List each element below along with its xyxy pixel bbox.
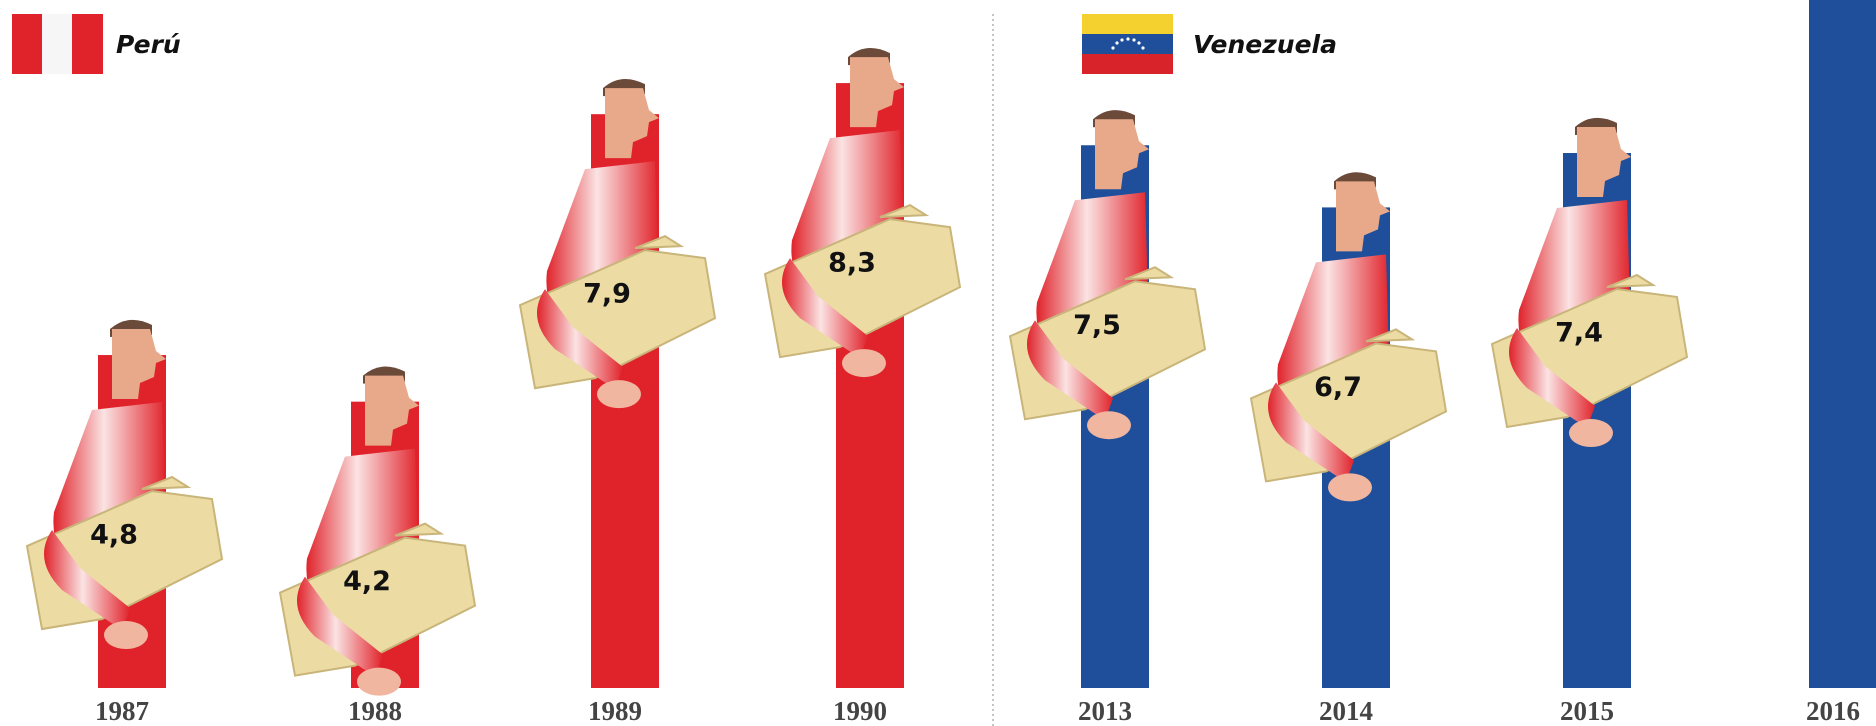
x-tick-label: 1987 — [95, 696, 149, 726]
hand — [842, 349, 886, 377]
x-tick-label: 1988 — [348, 696, 402, 726]
hand — [104, 621, 148, 649]
value-label: 7,4 — [1555, 318, 1603, 349]
x-tick-label: 2014 — [1319, 696, 1373, 726]
x-tick-label: 1990 — [833, 696, 887, 726]
chart-title: Perú — [116, 30, 181, 59]
x-tick-label: 2013 — [1078, 696, 1132, 726]
x-tick-label: 2016 — [1806, 696, 1860, 726]
venezuela-flag — [1082, 14, 1173, 74]
hand — [597, 380, 641, 408]
value-label: 4,8 — [90, 520, 138, 551]
hand — [357, 668, 401, 696]
figure: 8,3 — [765, 48, 960, 377]
figure: 4,2 — [280, 367, 475, 696]
value-label: 6,7 — [1314, 372, 1362, 403]
cropped-bar — [1809, 0, 1876, 688]
figure: 7,9 — [520, 79, 715, 408]
hand — [1569, 419, 1613, 447]
value-label: 7,9 — [583, 279, 631, 310]
hand — [1328, 473, 1372, 501]
infographic: Perú Venezuela 1987 4,8 1988 4,2 1989 7,9 1990… — [0, 0, 1876, 726]
chart-title: Venezuela — [1193, 30, 1337, 59]
figure: 7,4 — [1492, 118, 1687, 447]
value-label: 4,2 — [343, 566, 391, 597]
figure: 7,5 — [1010, 110, 1205, 439]
figure: 6,7 — [1251, 172, 1446, 501]
value-label: 7,5 — [1073, 310, 1121, 341]
hand — [1087, 411, 1131, 439]
x-tick-label: 1989 — [588, 696, 642, 726]
value-label: 8,3 — [828, 248, 876, 279]
peru-flag — [12, 14, 103, 74]
x-tick-label: 2015 — [1560, 696, 1614, 726]
figure: 4,8 — [27, 320, 222, 649]
